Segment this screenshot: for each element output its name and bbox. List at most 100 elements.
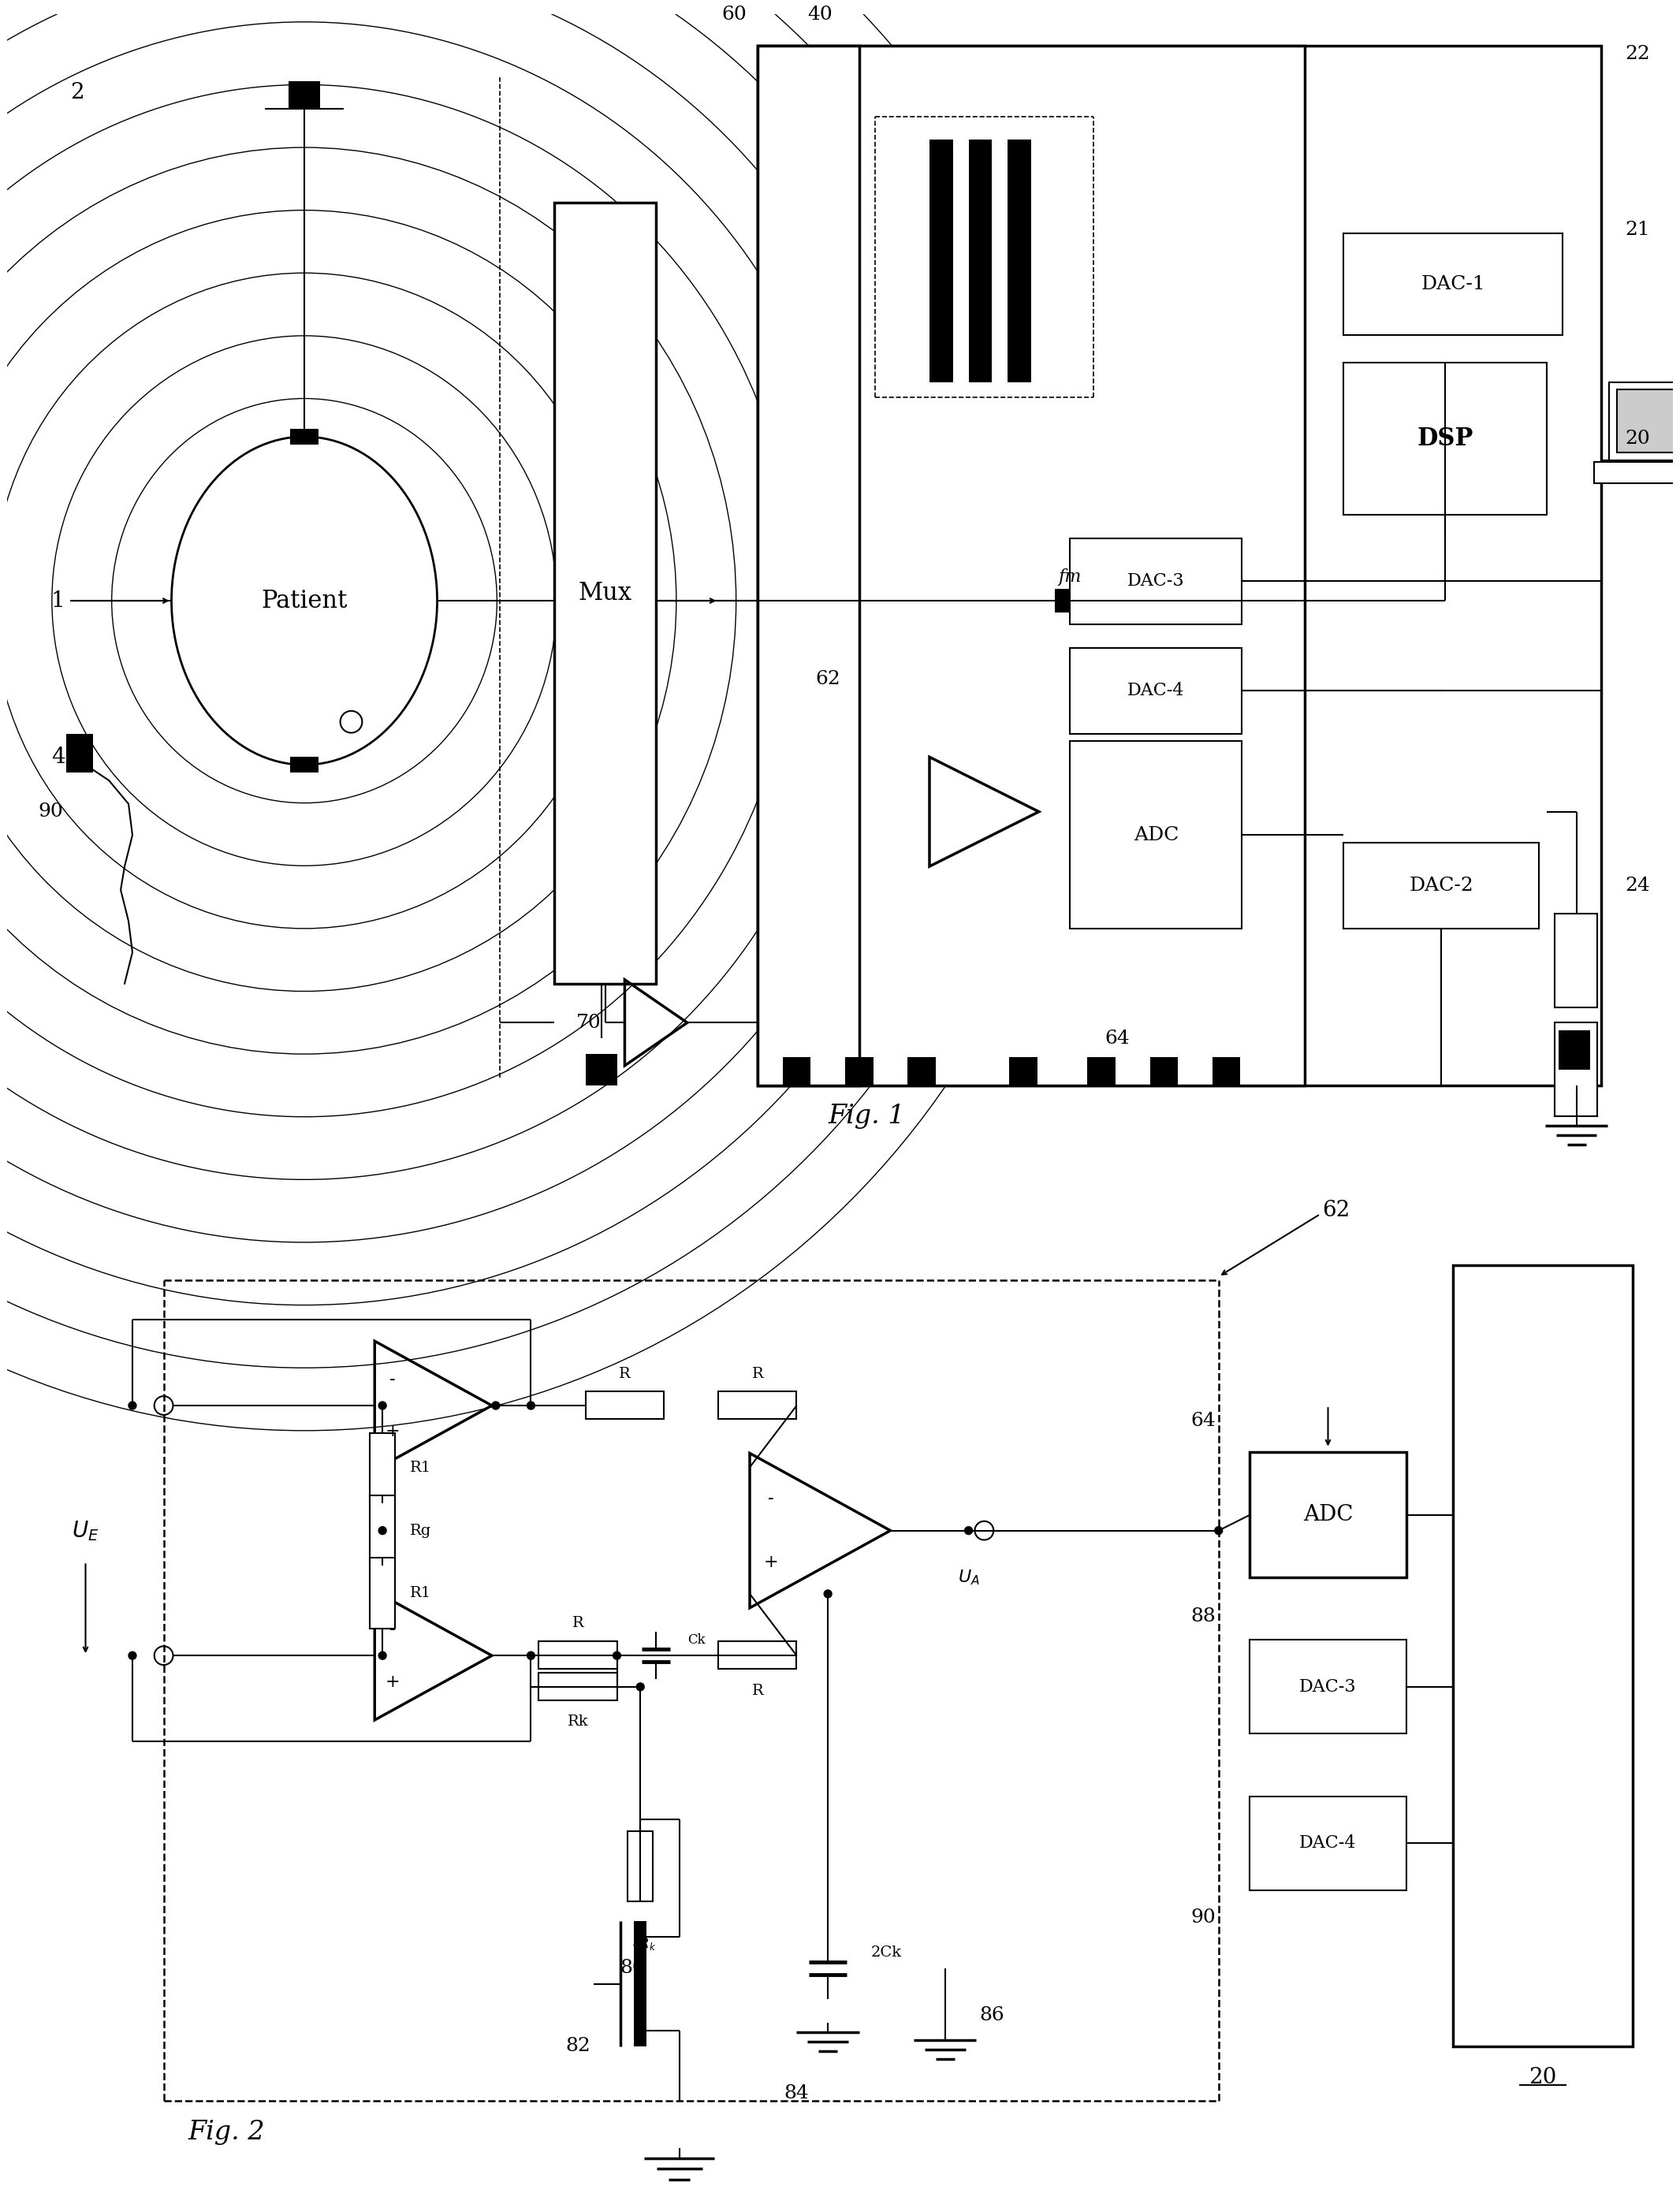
Bar: [1609, 382, 1680, 459]
Circle shape: [378, 1526, 386, 1535]
Text: 70: 70: [576, 1013, 601, 1031]
Text: 21: 21: [1625, 221, 1650, 238]
Text: +: +: [385, 1674, 400, 1691]
Text: DAC-2: DAC-2: [1410, 877, 1473, 894]
Bar: [1070, 742, 1242, 930]
Bar: [586, 1391, 664, 1420]
Circle shape: [823, 1590, 832, 1599]
Bar: [758, 46, 1305, 1084]
Text: R: R: [751, 1685, 763, 1698]
Text: -: -: [768, 1490, 774, 1508]
Bar: [539, 1641, 617, 1669]
Bar: [719, 1641, 796, 1669]
Text: 1: 1: [50, 590, 66, 612]
Bar: [719, 1391, 796, 1420]
Bar: [1213, 1058, 1240, 1084]
Bar: [1554, 1022, 1598, 1117]
Text: DAC-4: DAC-4: [1299, 1835, 1356, 1853]
Text: +: +: [763, 1554, 778, 1570]
Text: 22: 22: [1625, 44, 1650, 62]
Text: R: R: [571, 1616, 583, 1630]
Text: 4: 4: [50, 746, 66, 768]
Bar: [628, 1830, 654, 1901]
Circle shape: [613, 1652, 622, 1660]
Bar: [1055, 590, 1079, 612]
Text: 24: 24: [1625, 877, 1650, 894]
Bar: [289, 82, 319, 108]
Text: Fig. 2: Fig. 2: [188, 2120, 265, 2144]
Text: DAC-3: DAC-3: [1299, 1678, 1357, 1696]
Text: $\frac{1}{2}R_k$: $\frac{1}{2}R_k$: [632, 1934, 657, 1956]
Text: Rg: Rg: [410, 1524, 432, 1537]
Text: 82: 82: [564, 2038, 590, 2056]
Text: 86: 86: [979, 2005, 1005, 2025]
Text: $U_E$: $U_E$: [72, 1519, 99, 1543]
Text: 64: 64: [1191, 1413, 1216, 1431]
Text: +: +: [385, 1424, 400, 1440]
Circle shape: [528, 1652, 534, 1660]
Text: -: -: [390, 1371, 395, 1389]
Bar: [845, 1058, 874, 1084]
Bar: [370, 1559, 395, 1627]
Bar: [1070, 539, 1242, 625]
Circle shape: [492, 1402, 499, 1409]
Bar: [758, 46, 1601, 1084]
Bar: [370, 1433, 395, 1504]
Text: DAC-4: DAC-4: [1127, 682, 1184, 700]
Text: R1: R1: [410, 1585, 432, 1601]
Bar: [1008, 139, 1032, 382]
Bar: [1344, 843, 1539, 930]
Text: DAC-3: DAC-3: [1127, 572, 1184, 590]
Text: -: -: [390, 1621, 395, 1638]
Bar: [370, 1495, 395, 1565]
Bar: [633, 1921, 647, 2047]
Bar: [1149, 1058, 1178, 1084]
Text: R: R: [751, 1367, 763, 1382]
Circle shape: [964, 1526, 973, 1535]
Bar: [929, 139, 953, 382]
Text: 80: 80: [620, 1958, 645, 1976]
Circle shape: [128, 1652, 136, 1660]
Bar: [66, 733, 94, 773]
Text: 90: 90: [39, 804, 62, 821]
Text: 62: 62: [1322, 1199, 1349, 1221]
Bar: [1453, 1265, 1633, 2047]
Text: ADC: ADC: [1134, 826, 1179, 843]
Text: R: R: [618, 1367, 630, 1382]
Bar: [1010, 1058, 1037, 1084]
Circle shape: [528, 1402, 534, 1409]
Text: 40: 40: [808, 7, 833, 24]
Text: fm: fm: [1058, 570, 1082, 585]
Circle shape: [637, 1682, 643, 1691]
Text: Mux: Mux: [578, 581, 632, 605]
Bar: [554, 203, 655, 983]
Bar: [1618, 391, 1680, 453]
Bar: [1250, 1797, 1406, 1890]
Bar: [1554, 914, 1598, 1007]
Bar: [1250, 1453, 1406, 1577]
Bar: [291, 757, 319, 773]
Bar: [291, 428, 319, 444]
Circle shape: [378, 1652, 386, 1660]
Bar: [586, 1053, 617, 1084]
Text: DSP: DSP: [1418, 426, 1473, 450]
Text: R1: R1: [410, 1462, 432, 1475]
Text: Patient: Patient: [260, 590, 348, 614]
Text: Ck: Ck: [687, 1634, 706, 1647]
Text: 90: 90: [1191, 1908, 1216, 1925]
Text: 20: 20: [1529, 2067, 1557, 2089]
Text: 2: 2: [71, 82, 84, 104]
Text: 20: 20: [1625, 431, 1650, 448]
Bar: [783, 1058, 811, 1084]
Bar: [1070, 647, 1242, 733]
Bar: [1559, 1031, 1589, 1069]
Bar: [1594, 461, 1680, 484]
Bar: [1087, 1058, 1116, 1084]
Bar: [907, 1058, 936, 1084]
Text: $U_A$: $U_A$: [958, 1568, 979, 1588]
Text: 88: 88: [1191, 1607, 1216, 1625]
Bar: [1344, 234, 1562, 336]
Text: 84: 84: [785, 2084, 810, 2102]
Text: DAC-1: DAC-1: [1421, 276, 1485, 294]
Text: ADC: ADC: [1304, 1504, 1352, 1526]
